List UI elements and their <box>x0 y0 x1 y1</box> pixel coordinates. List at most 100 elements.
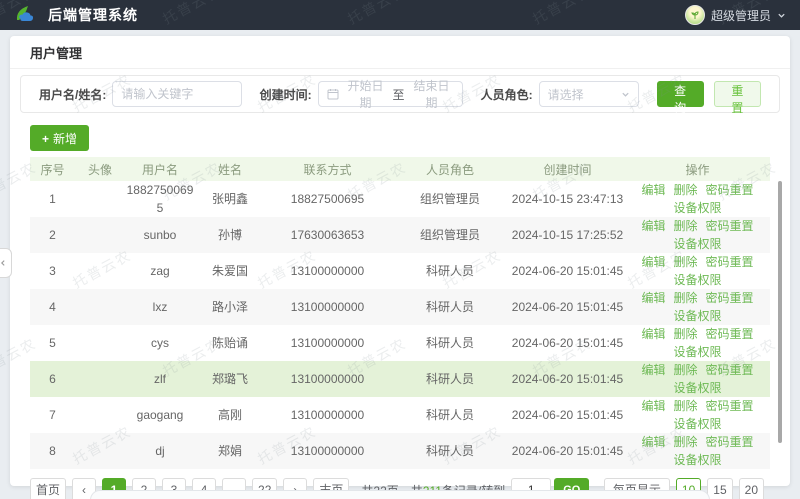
delete-action[interactable]: 删除 <box>673 363 698 377</box>
date-range-picker[interactable]: 开始日期 至 结束日期 <box>317 79 464 110</box>
user-table-body: 1 18827500695 张明鑫 18827500695 组织管理员 2024-10-1… <box>30 181 770 469</box>
page-size-button[interactable]: 20 <box>738 478 764 499</box>
user-table-wrap: 序号 头像 用户名 姓名 联系方式 人员角色 创建时间 操作 1 18827500695 张明鑫 1… <box>30 157 782 469</box>
created-cell: 2024-06-20 15:01:45 <box>511 372 624 386</box>
date-separator: 至 <box>392 87 405 102</box>
index-cell: 4 <box>49 300 56 314</box>
table-toolbar: + 新增 <box>30 125 770 151</box>
page-size-button[interactable]: 15 <box>707 478 733 499</box>
column-header: 头像 <box>75 157 125 181</box>
device-permission-action[interactable]: 设备权限 <box>673 381 722 395</box>
app-title: 后端管理系统 <box>48 7 138 23</box>
device-permission-action[interactable]: 设备权限 <box>673 273 722 287</box>
name-cell: 陈贻诵 <box>211 336 248 350</box>
actions-cell: 编辑 删除 密码重置设备权限 <box>625 181 770 217</box>
password-reset-action[interactable]: 密码重置 <box>705 291 754 305</box>
edit-action[interactable]: 编辑 <box>641 291 666 305</box>
role-cell: 科研人员 <box>425 444 474 458</box>
delete-action[interactable]: 删除 <box>673 291 698 305</box>
phone-cell: 17630063653 <box>290 228 365 242</box>
password-reset-action[interactable]: 密码重置 <box>705 183 754 197</box>
search-button[interactable]: 查询 <box>656 81 704 115</box>
edit-action[interactable]: 编辑 <box>641 435 666 449</box>
name-cell: 郑娟 <box>217 444 242 458</box>
start-date-placeholder[interactable]: 开始日期 <box>347 79 384 110</box>
user-management-panel: 用户管理 用户名/姓名: 创建时间: 开始日期 至 结束日期 人员角色: 请选择… <box>10 36 790 499</box>
sidebar-collapse-handle[interactable] <box>0 248 12 278</box>
role-select[interactable]: 请选择 <box>538 81 639 107</box>
password-reset-action[interactable]: 密码重置 <box>705 327 754 341</box>
edit-action[interactable]: 编辑 <box>641 255 666 269</box>
add-user-button[interactable]: + 新增 <box>30 125 90 151</box>
edit-action[interactable]: 编辑 <box>641 219 666 233</box>
table-row[interactable]: 2 sunbo 孙博 17630063653 组织管理员 2024-10-15 17:25… <box>30 217 770 253</box>
username-cell: lxz <box>152 300 168 314</box>
password-reset-action[interactable]: 密码重置 <box>705 399 754 413</box>
device-permission-action[interactable]: 设备权限 <box>673 453 722 467</box>
index-cell: 7 <box>49 408 56 422</box>
delete-action[interactable]: 删除 <box>673 399 698 413</box>
end-date-placeholder[interactable]: 结束日期 <box>413 79 450 110</box>
actions-cell: 编辑 删除 密码重置设备权限 <box>625 217 770 253</box>
filter-bar: 用户名/姓名: 创建时间: 开始日期 至 结束日期 人员角色: 请选择 查询 重… <box>20 75 780 115</box>
table-scrollbar[interactable] <box>778 181 782 443</box>
actions-cell: 编辑 删除 密码重置设备权限 <box>625 361 770 397</box>
table-row[interactable]: 7 gaogang 高刚 13100000000 科研人员 2024-06-20 15:0… <box>30 397 770 433</box>
table-row[interactable]: 8 dj 郑娟 13100000000 科研人员 2024-06-20 15:01:45 编… <box>30 433 770 469</box>
username-cell: zag <box>150 264 170 278</box>
index-cell: 8 <box>49 444 56 458</box>
edit-action[interactable]: 编辑 <box>641 183 666 197</box>
avatar-cell <box>75 361 125 397</box>
device-permission-action[interactable]: 设备权限 <box>673 237 722 251</box>
avatar-cell <box>75 397 125 433</box>
device-permission-action[interactable]: 设备权限 <box>673 345 722 359</box>
username-cell: dj <box>155 444 165 458</box>
phone-cell: 13100000000 <box>290 300 365 314</box>
avatar-cell <box>75 253 125 289</box>
chevron-down-icon <box>621 92 629 97</box>
password-reset-action[interactable]: 密码重置 <box>705 435 754 449</box>
user-menu[interactable]: 超级管理员 <box>684 5 786 25</box>
actions-cell: 编辑 删除 密码重置设备权限 <box>625 253 770 289</box>
delete-action[interactable]: 删除 <box>673 327 698 341</box>
first-page-button[interactable]: 首页 <box>30 478 67 499</box>
delete-action[interactable]: 删除 <box>673 435 698 449</box>
edit-action[interactable]: 编辑 <box>641 363 666 377</box>
edit-action[interactable]: 编辑 <box>641 399 666 413</box>
password-reset-action[interactable]: 密码重置 <box>705 255 754 269</box>
table-row[interactable]: 3 zag 朱爱国 13100000000 科研人员 2024-06-20 15:01:4… <box>30 253 770 289</box>
prev-page-button[interactable]: ‹ <box>72 478 97 499</box>
column-header: 用户名 <box>125 157 195 181</box>
column-header: 姓名 <box>195 157 265 181</box>
device-permission-action[interactable]: 设备权限 <box>673 309 722 323</box>
username-filter-input[interactable] <box>112 81 243 107</box>
phone-cell: 18827500695 <box>290 192 365 206</box>
header-row: 序号 头像 用户名 姓名 联系方式 人员角色 创建时间 操作 <box>30 157 770 181</box>
created-cell: 2024-10-15 17:25:52 <box>511 228 624 242</box>
password-reset-action[interactable]: 密码重置 <box>705 363 754 377</box>
index-cell: 2 <box>49 228 56 242</box>
delete-action[interactable]: 删除 <box>673 183 698 197</box>
device-permission-action[interactable]: 设备权限 <box>673 417 722 431</box>
user-avatar <box>684 5 705 25</box>
table-row[interactable]: 6 zlf 郑璐飞 13100000000 科研人员 2024-06-20 15:01:4… <box>30 361 770 397</box>
avatar-cell <box>75 217 125 253</box>
username-cell: gaogang <box>136 408 184 422</box>
table-row[interactable]: 4 lxz 路小泽 13100000000 科研人员 2024-06-20 15:01:4… <box>30 289 770 325</box>
role-cell: 科研人员 <box>425 408 474 422</box>
chevron-down-icon <box>778 13 785 18</box>
device-permission-action[interactable]: 设备权限 <box>673 201 722 215</box>
reset-button[interactable]: 重置 <box>713 81 761 115</box>
password-reset-action[interactable]: 密码重置 <box>705 219 754 233</box>
delete-action[interactable]: 删除 <box>673 255 698 269</box>
edit-action[interactable]: 编辑 <box>641 327 666 341</box>
created-cell: 2024-06-20 15:01:45 <box>511 264 624 278</box>
sprout-icon <box>691 11 699 19</box>
name-cell: 郑璐飞 <box>211 372 248 386</box>
delete-action[interactable]: 删除 <box>673 219 698 233</box>
table-row[interactable]: 5 cys 陈贻诵 13100000000 科研人员 2024-06-20 15:01:4… <box>30 325 770 361</box>
table-row[interactable]: 1 18827500695 张明鑫 18827500695 组织管理员 2024-10-1… <box>30 181 770 217</box>
actions-cell: 编辑 删除 密码重置设备权限 <box>625 433 770 469</box>
phone-cell: 13100000000 <box>290 444 365 458</box>
user-table-head: 序号 头像 用户名 姓名 联系方式 人员角色 创建时间 操作 <box>30 157 770 181</box>
